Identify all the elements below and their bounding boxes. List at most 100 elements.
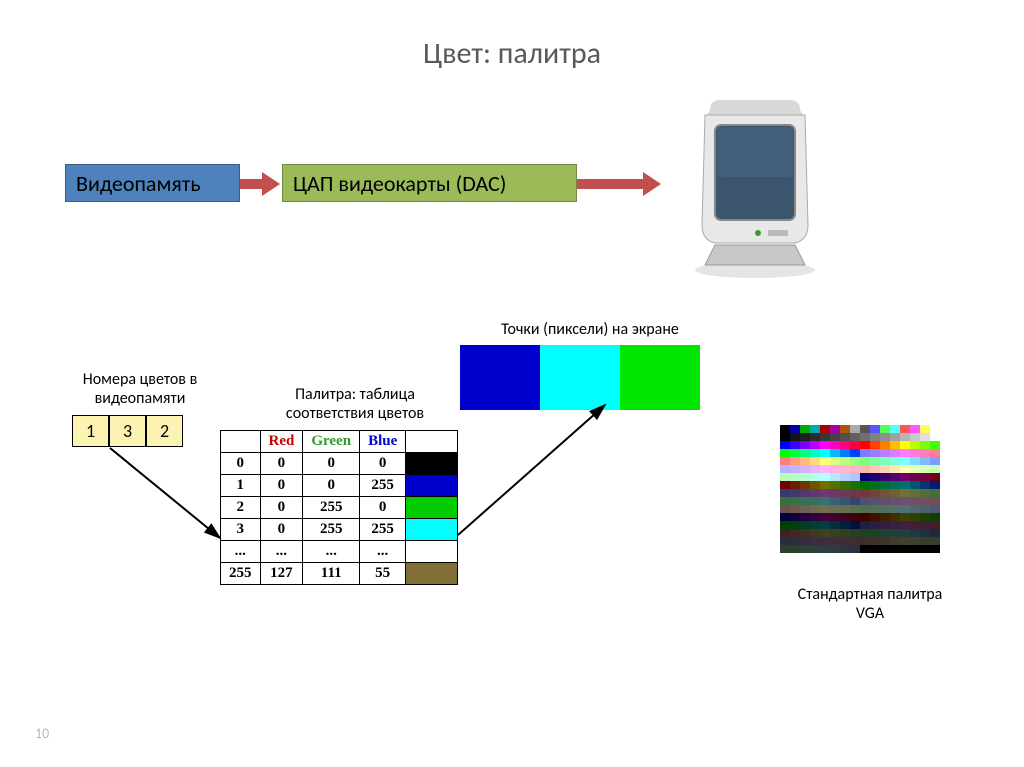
vga-cell: [810, 529, 820, 537]
vga-cell: [910, 529, 920, 537]
vga-cell: [790, 465, 800, 473]
monitor-icon: [680, 95, 830, 285]
vga-cell: [930, 489, 940, 497]
vga-cell: [910, 513, 920, 521]
vga-cell: [790, 529, 800, 537]
vga-cell: [920, 449, 930, 457]
dac-box: ЦАП видеокарты (DAC): [282, 164, 577, 202]
vga-cell: [820, 441, 830, 449]
vga-cell: [920, 521, 930, 529]
vga-cell: [890, 449, 900, 457]
vga-cell: [810, 537, 820, 545]
vga-cell: [800, 513, 810, 521]
vga-cell: [840, 473, 850, 481]
vga-cell: [890, 545, 900, 553]
vga-cell: [880, 529, 890, 537]
vga-cell: [810, 489, 820, 497]
vga-cell: [880, 473, 890, 481]
vga-cell: [920, 441, 930, 449]
vga-cell: [890, 505, 900, 513]
vga-cell: [790, 537, 800, 545]
vga-cell: [830, 537, 840, 545]
vga-cell: [820, 425, 830, 433]
vga-cell: [860, 529, 870, 537]
vga-cell: [930, 465, 940, 473]
vga-cell: [800, 441, 810, 449]
palette-cell: 127: [260, 563, 303, 585]
palette-header: Green: [303, 431, 360, 453]
vga-cell: [840, 497, 850, 505]
vga-cell: [840, 489, 850, 497]
vga-cell: [830, 425, 840, 433]
vga-cell: [920, 425, 930, 433]
vga-cell: [900, 513, 910, 521]
vga-cell: [920, 465, 930, 473]
vga-cell: [830, 441, 840, 449]
vga-cell: [850, 513, 860, 521]
vga-cell: [910, 449, 920, 457]
vga-cell: [920, 545, 930, 553]
vga-cell: [810, 425, 820, 433]
vga-cell: [790, 425, 800, 433]
vga-cell: [820, 513, 830, 521]
vga-cell: [860, 537, 870, 545]
vga-cell: [920, 513, 930, 521]
vga-cell: [840, 513, 850, 521]
vga-cell: [880, 425, 890, 433]
vga-cell: [880, 481, 890, 489]
vga-cell: [930, 441, 940, 449]
vga-cell: [890, 521, 900, 529]
vga-cell: [830, 489, 840, 497]
vga-cell: [890, 537, 900, 545]
vga-cell: [870, 489, 880, 497]
vga-cell: [830, 449, 840, 457]
vga-cell: [860, 441, 870, 449]
vga-cell: [920, 473, 930, 481]
vga-cell: [890, 441, 900, 449]
vga-cell: [820, 457, 830, 465]
vga-cell: [790, 545, 800, 553]
vga-cell: [920, 481, 930, 489]
vga-cell: [810, 481, 820, 489]
vga-cell: [810, 505, 820, 513]
vga-cell: [820, 537, 830, 545]
vga-cell: [910, 425, 920, 433]
vga-cell: [910, 489, 920, 497]
palette-cell: 0: [360, 453, 406, 475]
vga-cell: [850, 481, 860, 489]
vga-cell: [840, 537, 850, 545]
vga-cell: [890, 465, 900, 473]
vga-cell: [800, 545, 810, 553]
palette-cell: 0: [260, 475, 303, 497]
vga-cell: [910, 521, 920, 529]
vga-cell: [890, 481, 900, 489]
vga-cell: [800, 473, 810, 481]
vga-cell: [930, 433, 940, 441]
vga-cell: [850, 537, 860, 545]
vga-cell: [820, 521, 830, 529]
vga-cell: [780, 513, 790, 521]
vga-cell: [780, 425, 790, 433]
vga-cell: [840, 545, 850, 553]
vga-cell: [870, 449, 880, 457]
vga-cell: [910, 497, 920, 505]
vga-cell: [780, 545, 790, 553]
vga-cell: [860, 513, 870, 521]
vga-cell: [870, 529, 880, 537]
vga-cell: [880, 441, 890, 449]
vga-cell: [820, 545, 830, 553]
vga-cell: [920, 529, 930, 537]
vga-cell: [910, 465, 920, 473]
vga-cell: [780, 457, 790, 465]
page-number: 10: [35, 725, 49, 742]
vga-cell: [880, 497, 890, 505]
vga-cell: [910, 441, 920, 449]
vga-cell: [860, 481, 870, 489]
vga-cell: [850, 521, 860, 529]
vga-cell: [850, 465, 860, 473]
vga-cell: [860, 433, 870, 441]
vga-cell: [820, 473, 830, 481]
vga-label: Стандартная палитра VGA: [770, 585, 970, 623]
vga-cell: [870, 457, 880, 465]
vga-cell: [880, 465, 890, 473]
